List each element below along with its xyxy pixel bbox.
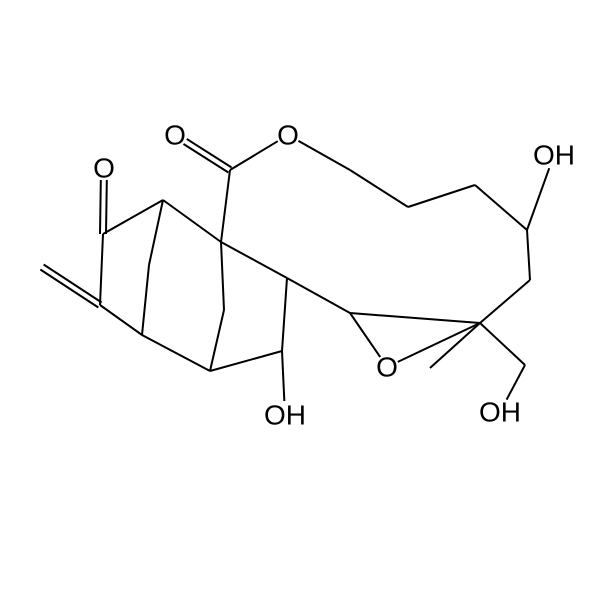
bond-line [507, 365, 525, 400]
bond-line [187, 139, 232, 168]
bond-line [163, 200, 221, 242]
bond-line [221, 170, 230, 242]
bond-line [210, 351, 282, 371]
atom-label-o1: O [277, 120, 299, 151]
atom-label-o22: O [93, 153, 115, 184]
bond-line [527, 230, 530, 280]
atom-label-o2: O [376, 352, 398, 383]
atom-label-o28: OH [533, 140, 575, 171]
bond-line [184, 144, 229, 173]
bond-line [287, 278, 350, 313]
bond-line [210, 310, 224, 371]
atom-label-o25: OH [264, 400, 306, 431]
bond-line [230, 141, 278, 170]
bond-line [480, 280, 530, 323]
bond-line [480, 323, 525, 365]
bond-line [398, 323, 480, 362]
bond-line [350, 313, 480, 323]
bond-line [221, 242, 224, 310]
bond-line [40, 270, 98, 308]
bond-line [100, 234, 103, 305]
bond-line [221, 242, 287, 278]
bond-line [298, 141, 350, 170]
bond-line [103, 200, 163, 234]
bond-line [430, 323, 480, 368]
bond-line [350, 170, 408, 207]
bond-line [142, 265, 149, 335]
bond-line [100, 305, 142, 335]
bond-line [350, 313, 380, 357]
chemical-structure-diagram: O O O O OH OH OH [0, 0, 600, 600]
bond-line [149, 200, 163, 265]
bond-line [106, 180, 107, 234]
bond-line [475, 185, 527, 230]
bond-line [527, 168, 549, 230]
bond-line [100, 180, 101, 234]
bond-line [142, 335, 210, 371]
atom-label-o20: O [164, 120, 186, 151]
bond-line [282, 278, 287, 351]
bond-line [408, 185, 475, 207]
bond-line [44, 264, 102, 302]
atom-label-o26: OH [479, 397, 521, 428]
bond-line [282, 351, 284, 401]
